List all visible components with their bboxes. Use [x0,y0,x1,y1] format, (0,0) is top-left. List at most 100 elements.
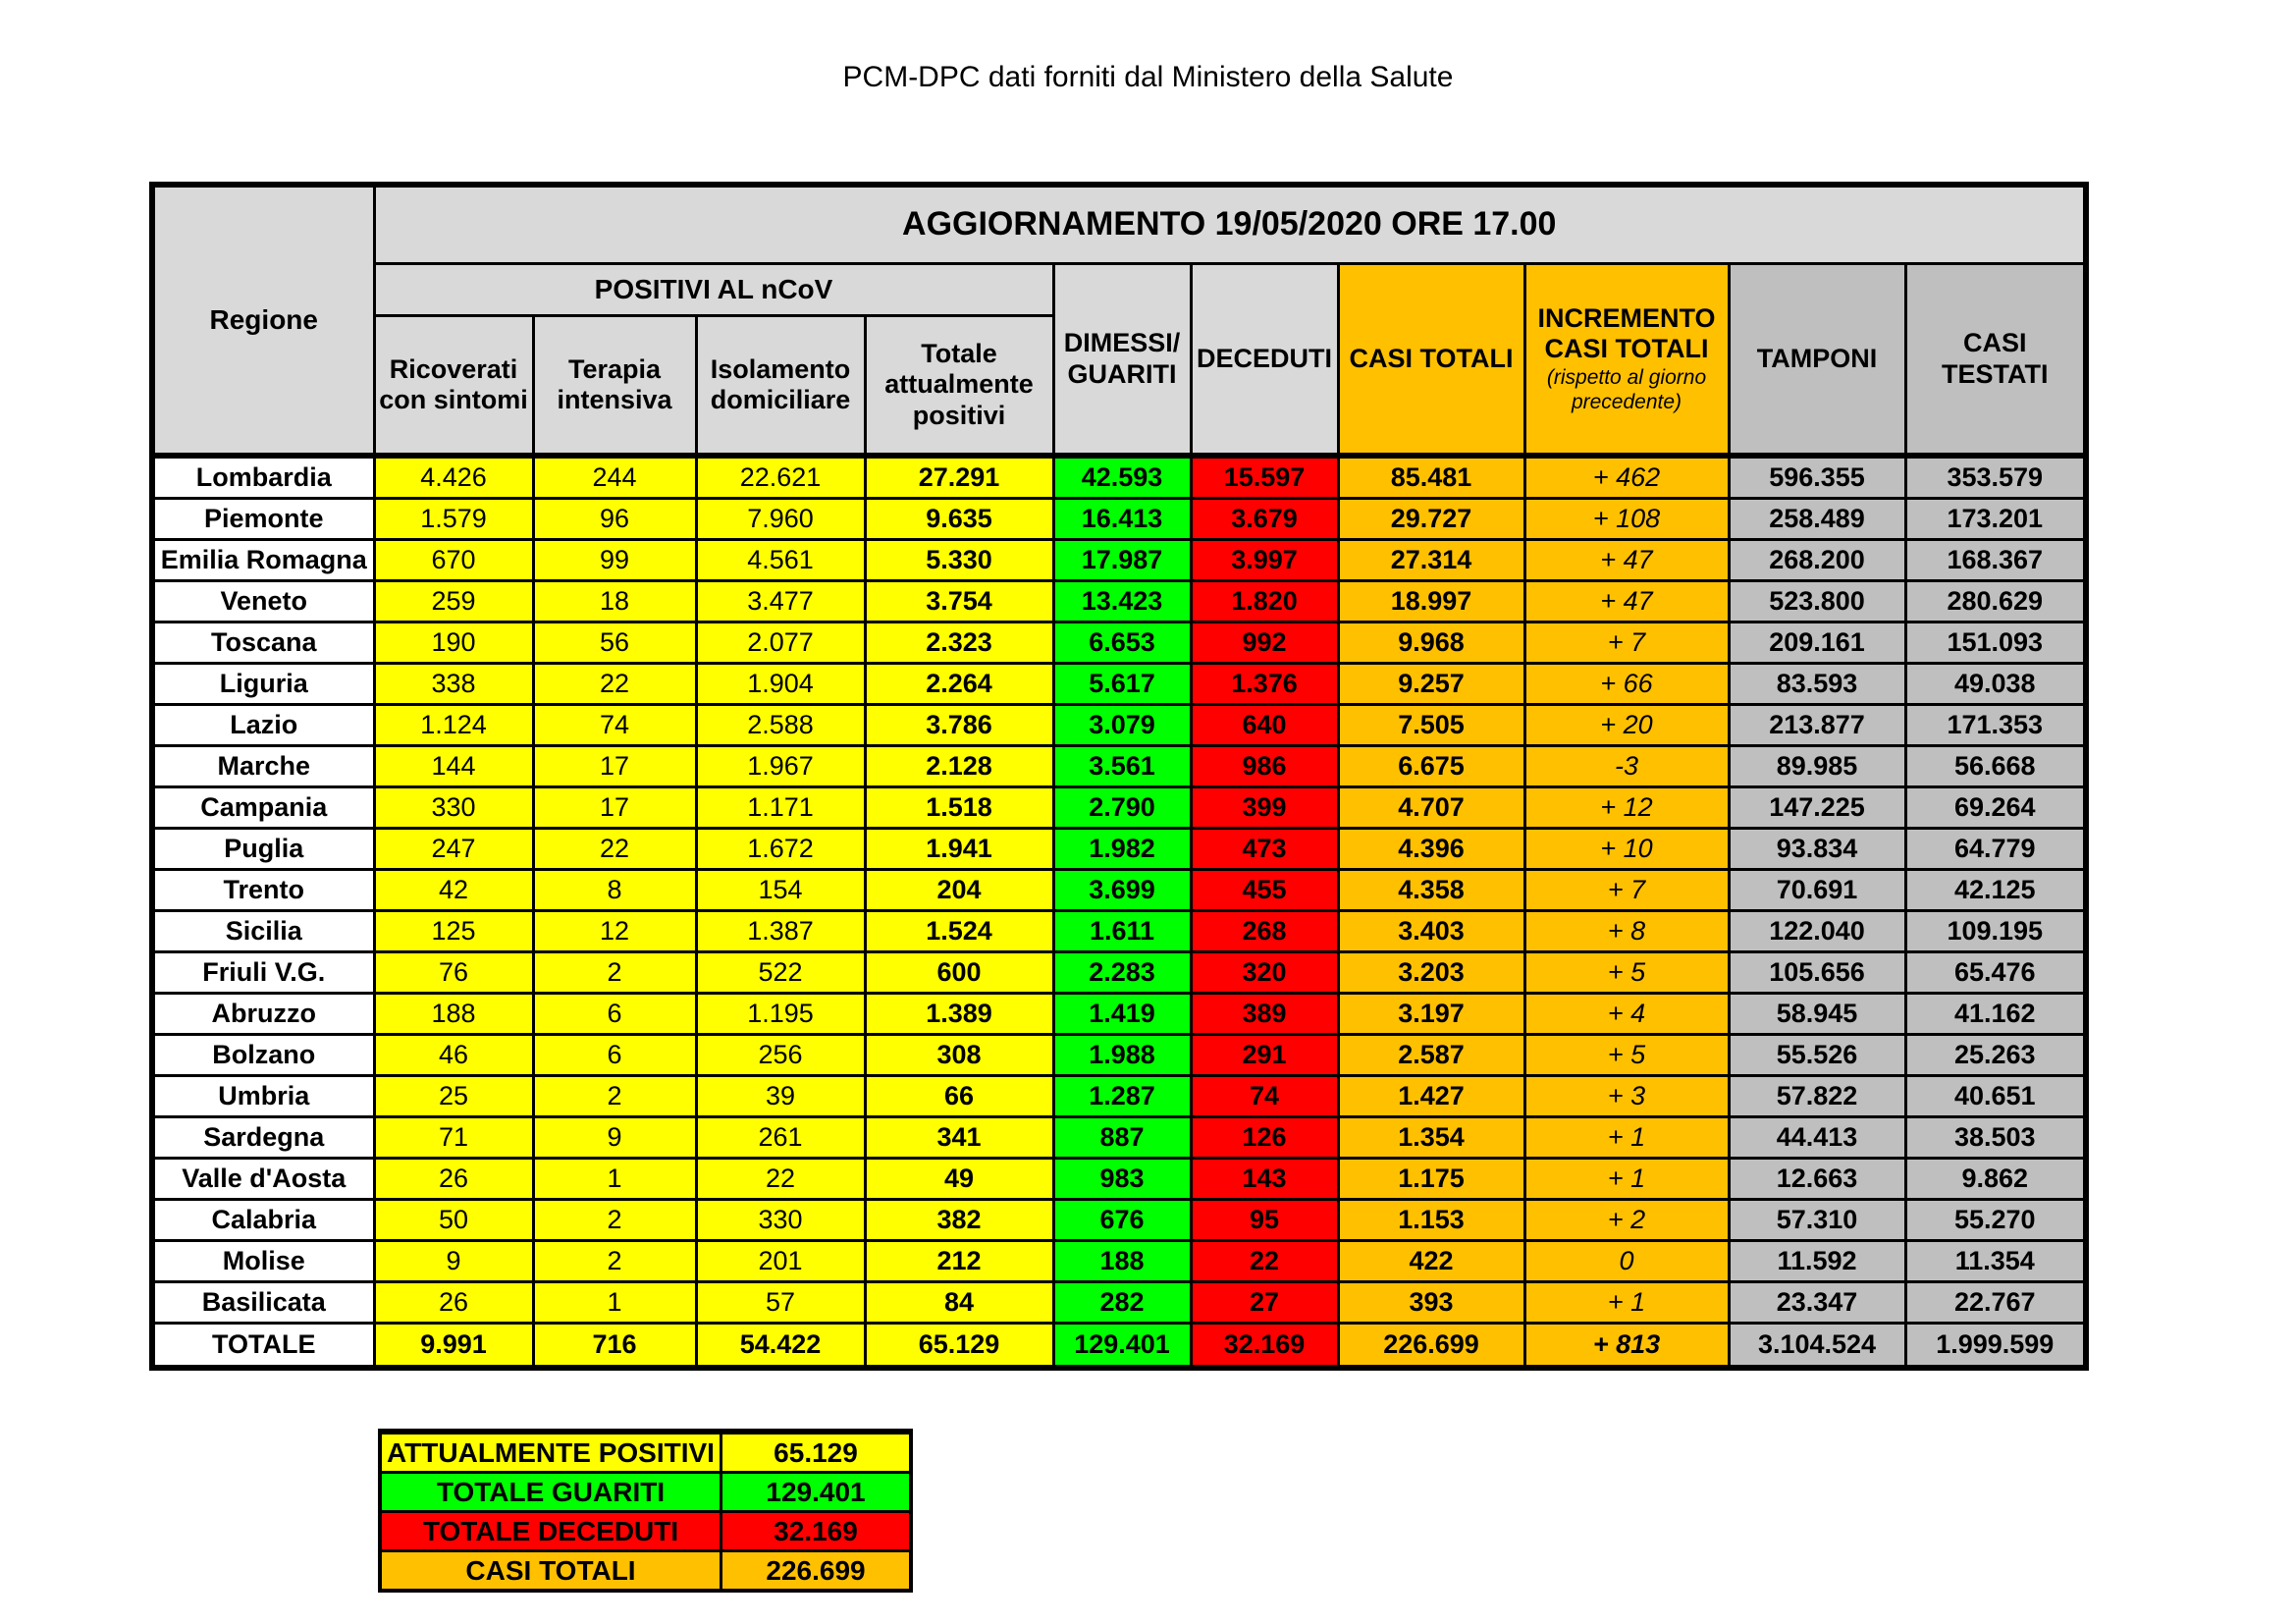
value-cell: 338 [372,662,535,706]
value-cell: 3.197 [1336,992,1526,1036]
region-cell: Friuli V.G. [150,950,376,995]
value-cell: 96 [531,497,698,541]
summary-label: TOTALE DECEDUTI [378,1510,722,1552]
value-cell: 1.518 [863,785,1055,830]
region-cell: Umbria [150,1074,376,1118]
header-totale-positivi: Totale attualmente positivi [863,314,1055,458]
value-cell: 17.987 [1051,538,1193,582]
value-cell: 147.225 [1727,785,1907,830]
value-cell: 27 [1189,1280,1340,1325]
region-cell: Piemonte [150,497,376,541]
value-cell: 1.820 [1189,579,1340,623]
value-cell: 676 [1051,1198,1193,1242]
value-cell: 11.354 [1903,1239,2088,1283]
value-cell: 151.093 [1903,621,2088,665]
value-cell: 204 [863,868,1055,912]
summary-row-casi-totali: CASI TOTALI 226.699 [378,1549,913,1593]
value-cell: 3.104.524 [1727,1322,1907,1370]
value-cell: 983 [1051,1157,1193,1201]
value-cell: 29.727 [1336,497,1526,541]
summary-value: 65.129 [720,1429,913,1474]
value-cell: 1.419 [1051,992,1193,1036]
header-dimessi-guariti: DIMESSI/ GUARITI [1051,262,1193,458]
value-cell: 393 [1336,1280,1526,1325]
value-cell: 22.621 [694,453,867,500]
value-cell: 341 [863,1115,1055,1160]
header-incremento-title: INCREMENTO CASI TOTALI [1537,303,1716,364]
value-cell: 22 [531,662,698,706]
value-cell: + 5 [1522,950,1731,995]
value-cell: 3.403 [1336,909,1526,953]
header-casi-testati: CASI TESTATI [1903,262,2088,458]
value-cell: 2.077 [694,621,867,665]
value-cell: 9.991 [372,1322,535,1370]
value-cell: 4.396 [1336,827,1526,871]
value-cell: 69.264 [1903,785,2088,830]
value-cell: 3.786 [863,703,1055,747]
value-cell: + 1 [1522,1115,1731,1160]
value-cell: 32.169 [1189,1322,1340,1370]
table-row: Umbria 25 2 39 66 1.287 74 1.427 + 3 57.822 40.651 [150,1074,2088,1118]
table-row: Sicilia 125 12 1.387 1.524 1.611 268 3.403 + 8 12… [150,909,2088,953]
value-cell: 122.040 [1727,909,1907,953]
header-incremento-note: (rispetto al giorno precedente) [1546,366,1707,413]
value-cell: 399 [1189,785,1340,830]
value-cell: + 108 [1522,497,1731,541]
value-cell: 1.376 [1189,662,1340,706]
value-cell: 2.588 [694,703,867,747]
table-row: Emilia Romagna 670 99 4.561 5.330 17.987 3.997… [150,538,2088,582]
value-cell: 1.579 [372,497,535,541]
header-incremento: INCREMENTO CASI TOTALI (rispetto al gior… [1522,262,1731,458]
summary-label: TOTALE GUARITI [378,1471,722,1513]
table-row: Lazio 1.124 74 2.588 3.786 3.079 640 7.505 + 20 2… [150,703,2088,747]
region-cell: Basilicata [150,1280,376,1325]
value-cell: 2 [531,1239,698,1283]
value-cell: 2 [531,950,698,995]
header-deceduti: DECEDUTI [1189,262,1340,458]
value-cell: 1.175 [1336,1157,1526,1201]
value-cell: 54.422 [694,1322,867,1370]
value-cell: 4.561 [694,538,867,582]
value-cell: 213.877 [1727,703,1907,747]
value-cell: 188 [1051,1239,1193,1283]
value-cell: 22 [694,1157,867,1201]
value-cell: 209.161 [1727,621,1907,665]
summary-row-attualmente-positivi: ATTUALMENTE POSITIVI 65.129 [378,1429,913,1474]
table-row: Toscana 190 56 2.077 2.323 6.653 992 9.968 + 7 20… [150,621,2088,665]
value-cell: 129.401 [1051,1322,1193,1370]
value-cell: 18 [531,579,698,623]
value-cell: 8 [531,868,698,912]
summary-table: ATTUALMENTE POSITIVI 65.129 TOTALE GUARI… [378,1429,913,1593]
header-regione: Regione [150,183,376,458]
value-cell: 6.675 [1336,744,1526,788]
header-isolamento: Isolamento domiciliare [694,314,867,458]
value-cell: 15.597 [1189,453,1340,500]
value-cell: 12.663 [1727,1157,1907,1201]
value-cell: 1.195 [694,992,867,1036]
value-cell: 522 [694,950,867,995]
value-cell: 57.822 [1727,1074,1907,1118]
value-cell: + 2 [1522,1198,1731,1242]
value-cell: 887 [1051,1115,1193,1160]
value-cell: 2.790 [1051,785,1193,830]
value-cell: 2 [531,1074,698,1118]
value-cell: 12 [531,909,698,953]
value-cell: 473 [1189,827,1340,871]
region-cell: Molise [150,1239,376,1283]
region-cell: Lazio [150,703,376,747]
table-row: Lombardia 4.426 244 22.621 27.291 42.593 15.59… [150,453,2088,500]
header-tamponi: TAMPONI [1727,262,1907,458]
value-cell: 83.593 [1727,662,1907,706]
value-cell: 46 [372,1033,535,1077]
value-cell: 11.592 [1727,1239,1907,1283]
region-cell: Valle d'Aosta [150,1157,376,1201]
value-cell: 38.503 [1903,1115,2088,1160]
value-cell: 76 [372,950,535,995]
value-cell: 25.263 [1903,1033,2088,1077]
value-cell: 3.754 [863,579,1055,623]
value-cell: 144 [372,744,535,788]
value-cell: -3 [1522,744,1731,788]
value-cell: 244 [531,453,698,500]
region-cell: Bolzano [150,1033,376,1077]
